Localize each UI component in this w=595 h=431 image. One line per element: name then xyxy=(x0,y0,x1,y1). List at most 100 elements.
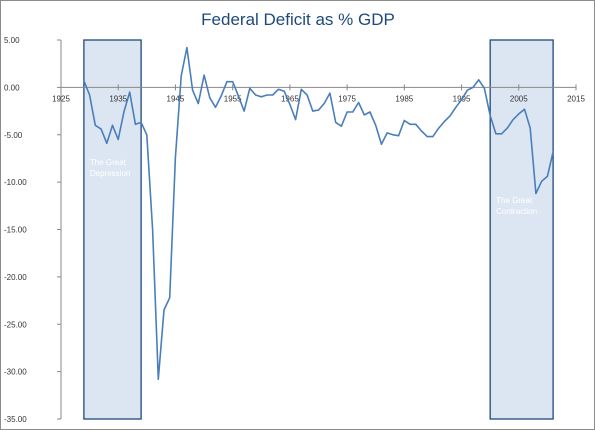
x-tick-label: 1945 xyxy=(167,94,185,103)
data-point xyxy=(340,125,342,127)
data-point xyxy=(375,124,377,126)
data-point xyxy=(123,111,125,113)
data-point xyxy=(214,106,217,108)
y-tick-label: -10.00 xyxy=(4,178,27,187)
data-point xyxy=(266,94,268,96)
shaded-region xyxy=(489,39,554,420)
data-point xyxy=(289,103,291,105)
data-point xyxy=(398,135,400,137)
data-point xyxy=(174,156,176,159)
data-point xyxy=(163,309,165,311)
data-point xyxy=(335,121,337,123)
data-point xyxy=(518,113,520,115)
data-point xyxy=(317,109,320,111)
data-point xyxy=(472,86,474,88)
data-point xyxy=(106,142,108,144)
data-point xyxy=(392,134,394,136)
data-point xyxy=(483,87,485,89)
x-tick-label: 1935 xyxy=(109,94,127,103)
data-point xyxy=(369,111,371,113)
data-point xyxy=(226,81,228,83)
data-point xyxy=(409,123,411,125)
data-point xyxy=(466,89,468,91)
x-tick-label: 1955 xyxy=(224,94,242,103)
y-tick-label: -35.00 xyxy=(4,415,27,424)
shaded-region-label-line: Depression xyxy=(90,169,130,178)
data-point xyxy=(323,102,325,105)
data-point xyxy=(546,175,549,177)
data-point xyxy=(512,119,514,121)
data-point xyxy=(449,115,451,117)
y-tick-label: -5.00 xyxy=(4,131,23,140)
data-point xyxy=(403,119,405,122)
data-point xyxy=(495,133,497,135)
data-point xyxy=(489,115,491,117)
chart-title: Federal Deficit as % GDP xyxy=(201,10,395,29)
data-point xyxy=(506,127,508,129)
data-point xyxy=(192,89,194,91)
data-point xyxy=(438,127,440,129)
data-point xyxy=(260,96,262,98)
data-point xyxy=(363,114,365,116)
data-point xyxy=(157,378,159,380)
shaded-regions: The Great Depression The Great Contraction xyxy=(83,39,554,420)
data-point xyxy=(89,94,91,96)
data-point xyxy=(186,47,188,49)
data-point xyxy=(541,180,543,182)
data-point xyxy=(100,128,102,130)
data-point xyxy=(203,74,205,76)
shaded-region-label-line: Contraction xyxy=(496,207,537,216)
data-point xyxy=(111,124,114,126)
data-point xyxy=(501,133,503,135)
data-point xyxy=(140,121,142,123)
data-point xyxy=(169,297,171,299)
data-point xyxy=(152,228,154,231)
data-point xyxy=(272,94,274,96)
data-point xyxy=(380,143,382,145)
data-point xyxy=(523,108,526,110)
data-point xyxy=(352,111,354,113)
data-point xyxy=(146,134,148,136)
data-point xyxy=(129,91,131,93)
data-point xyxy=(443,120,445,123)
data-point xyxy=(478,79,480,81)
data-point xyxy=(535,192,537,195)
data-point xyxy=(420,130,423,132)
data-point xyxy=(455,106,457,108)
x-tick-label: 1925 xyxy=(52,94,70,103)
data-point xyxy=(432,136,434,138)
data-point xyxy=(329,92,331,94)
x-tick-label: 2005 xyxy=(510,94,528,103)
x-tick-label: 2015 xyxy=(567,94,585,103)
x-tick-label: 1975 xyxy=(338,94,356,103)
data-point xyxy=(277,88,279,90)
data-point xyxy=(346,111,348,113)
data-point xyxy=(386,132,388,134)
data-point xyxy=(552,151,554,153)
data-point xyxy=(529,127,531,129)
y-tick-label: 5.00 xyxy=(4,36,20,45)
data-point xyxy=(197,102,199,105)
y-tick-label: -30.00 xyxy=(4,368,27,377)
data-point xyxy=(117,138,119,141)
data-point xyxy=(209,97,211,99)
data-point xyxy=(300,88,302,90)
data-point xyxy=(283,90,285,92)
data-point xyxy=(83,80,85,82)
y-tick-label: -25.00 xyxy=(4,320,27,329)
shaded-region-label-line: The Great xyxy=(90,158,127,167)
data-point xyxy=(306,94,308,96)
data-point xyxy=(426,136,428,138)
data-point xyxy=(415,123,417,125)
data-point xyxy=(312,110,314,112)
y-axis-ticks: 5.00 0.00 -5.00 -10.00 -15.00 -20.00 -25.00 -30… xyxy=(4,36,62,424)
data-point xyxy=(249,87,251,89)
series-group xyxy=(83,46,554,380)
data-point xyxy=(255,94,257,96)
data-point xyxy=(295,119,297,121)
data-point xyxy=(220,95,222,97)
data-point xyxy=(237,95,239,97)
x-tick-label: 1965 xyxy=(281,94,299,103)
